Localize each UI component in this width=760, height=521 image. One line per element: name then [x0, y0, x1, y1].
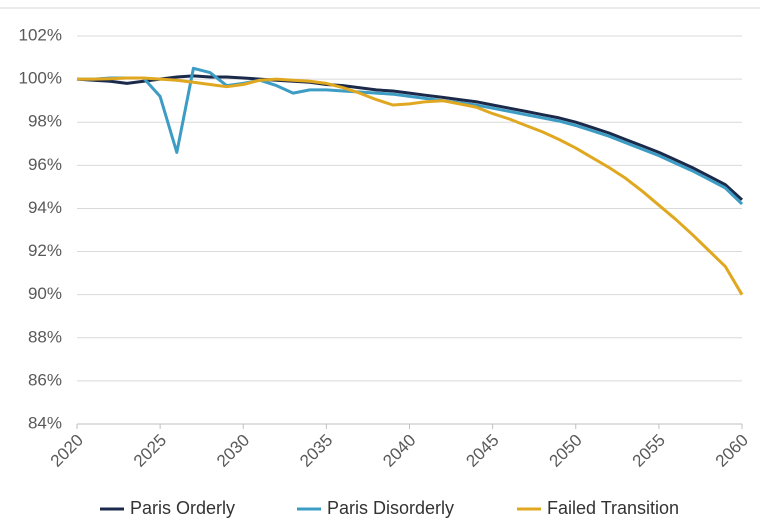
x-tick-label: 2050: [546, 431, 586, 471]
x-tick-label: 2025: [130, 431, 170, 471]
y-tick-label: 86%: [28, 370, 62, 389]
x-tick-label: 2040: [379, 431, 419, 471]
x-tick-label: 2045: [462, 431, 502, 471]
y-tick-label: 100%: [19, 69, 62, 88]
x-tick-label: 2035: [296, 431, 336, 471]
x-tick-label: 2030: [213, 431, 253, 471]
series-line: [77, 76, 744, 296]
legend-label: Paris Orderly: [130, 498, 235, 518]
x-tick-label: 2055: [629, 431, 669, 471]
y-tick-label: 84%: [28, 413, 62, 432]
y-tick-label: 92%: [28, 241, 62, 260]
legend-label: Failed Transition: [547, 498, 679, 518]
y-tick-label: 88%: [28, 327, 62, 346]
series-line: [76, 74, 744, 201]
y-tick-label: 102%: [19, 25, 62, 44]
legend-label: Paris Disorderly: [327, 498, 454, 518]
y-tick-label: 90%: [28, 284, 62, 303]
legend: Paris Orderly Paris Disorderly Failed Tran…: [100, 498, 679, 518]
y-tick-label: 96%: [28, 155, 62, 174]
y-tick-label: 94%: [28, 198, 62, 217]
y-tick-label: 98%: [28, 112, 62, 131]
x-tick-label: 2020: [47, 431, 87, 471]
series-line: [77, 66, 744, 206]
x-tick-label: 2060: [712, 431, 752, 471]
